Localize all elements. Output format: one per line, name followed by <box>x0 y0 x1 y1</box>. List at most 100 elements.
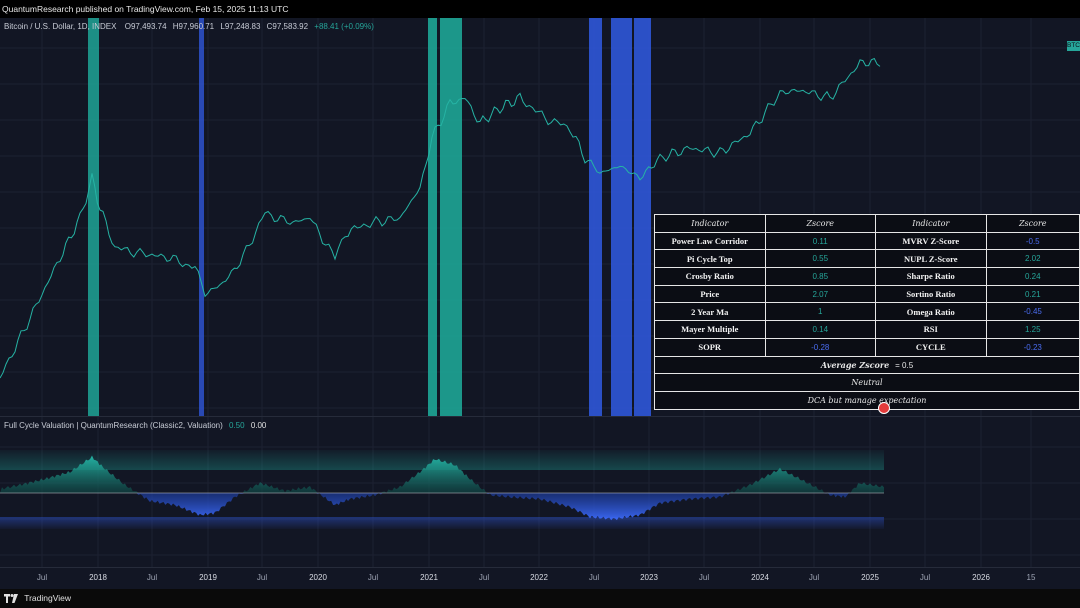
valuation-advice: DCA but manage expectation <box>654 390 1080 410</box>
zscore-value: -0.28 <box>764 337 876 357</box>
bottom-zone-band-2022c <box>634 18 651 416</box>
pane-divider[interactable] <box>0 416 1080 417</box>
header-indicator-1: Indicator <box>654 214 766 233</box>
table-row: Price 2.07 Sortino Ratio 0.21 <box>654 284 1080 304</box>
zscore-value: 0.55 <box>764 249 876 269</box>
bottom-zone-band-2022b <box>611 18 632 416</box>
table-row: Crosby Ratio 0.85 Sharpe Ratio 0.24 <box>654 267 1080 286</box>
footer-bar: TradingView <box>0 589 1080 608</box>
time-tick: 2018 <box>89 573 107 582</box>
time-tick: 15 <box>1026 573 1036 582</box>
average-zscore-label: Average Zscore <box>820 359 890 370</box>
zscore-value: 1 <box>764 302 876 322</box>
valuation-state: Neutral <box>654 373 1080 392</box>
open-value: O97,493.74 <box>124 22 167 31</box>
price-series-line <box>0 57 881 379</box>
header-indicator-2: Indicator <box>875 214 987 233</box>
time-tick: Jul <box>367 573 379 582</box>
indicator-name: Price <box>654 284 766 304</box>
indicator-legend[interactable]: Full Cycle Valuation | QuantumResearch (… <box>4 421 266 430</box>
average-zscore-value: = 0.5 <box>895 360 914 370</box>
indicator-value-1: 0.50 <box>229 421 245 430</box>
time-tick: Jul <box>478 573 490 582</box>
zscore-value: 0.11 <box>764 231 876 251</box>
publish-info: QuantumResearch published on TradingView… <box>2 4 289 14</box>
zscore-value: -0.5 <box>985 231 1080 251</box>
top-zone-band-2021b <box>440 18 462 416</box>
table-row: Power Law Corridor 0.11 MVRV Z-Score -0.… <box>654 231 1080 251</box>
time-tick: 2025 <box>861 573 879 582</box>
time-tick: 2023 <box>640 573 658 582</box>
time-tick: Jul <box>919 573 931 582</box>
indicator-name: Sortino Ratio <box>875 284 987 304</box>
indicator-grid <box>0 417 1080 567</box>
time-tick: 2021 <box>420 573 438 582</box>
indicator-name: MVRV Z-Score <box>875 231 987 251</box>
table-row: SOPR -0.28 CYCLE -0.23 <box>654 337 1080 357</box>
zscore-value: 0.21 <box>985 284 1080 304</box>
header-zscore-2: Zscore <box>985 214 1080 233</box>
indicator-name: Sharpe Ratio <box>875 267 987 286</box>
indicator-name: Mayer Multiple <box>654 320 766 339</box>
indicator-value-2: 0.00 <box>250 421 267 430</box>
average-row: Average Zscore = 0.5 <box>654 355 1080 375</box>
indicator-name: RSI <box>875 320 987 339</box>
zscore-value: 0.24 <box>985 267 1080 286</box>
symbol-name: Bitcoin / U.S. Dollar, 1D, INDEX <box>4 22 117 31</box>
advice-row: DCA but manage expectation <box>654 390 1080 410</box>
indicator-name: Power Law Corridor <box>654 231 766 251</box>
time-axis[interactable]: Jul 2018 Jul 2019 Jul 2020 Jul 2021 Jul … <box>0 567 1080 590</box>
indicator-name: SOPR <box>654 337 766 357</box>
table-row: Pi Cycle Top 0.55 NUPL Z-Score 2.02 <box>654 249 1080 269</box>
bottom-zone-band-2018 <box>199 18 204 416</box>
time-tick: Jul <box>808 573 820 582</box>
top-zone-band-2018 <box>88 18 99 416</box>
top-zone-band-2021a <box>428 18 437 416</box>
time-tick: 2019 <box>199 573 217 582</box>
indicator-chart <box>0 417 1080 567</box>
bottom-zone-band-2022a <box>589 18 602 416</box>
high-value: H97,960.71 <box>172 22 215 31</box>
time-tick: Jul <box>36 573 48 582</box>
time-tick: 2022 <box>530 573 548 582</box>
time-tick: Jul <box>698 573 710 582</box>
footer-brand: TradingView <box>24 593 71 603</box>
valuation-table: Indicator Zscore Indicator Zscore Power … <box>654 214 1080 410</box>
indicator-pane[interactable]: Full Cycle Valuation | QuantumResearch (… <box>0 417 1080 567</box>
time-tick: Jul <box>256 573 268 582</box>
zscore-value: 1.25 <box>985 320 1080 339</box>
time-tick: Jul <box>146 573 158 582</box>
close-value: C97,583.92 <box>266 22 309 31</box>
publish-bar: QuantumResearch published on TradingView… <box>0 0 1080 18</box>
table-row: Mayer Multiple 0.14 RSI 1.25 <box>654 320 1080 339</box>
zscore-value: 2.07 <box>764 284 876 304</box>
zscore-value: -0.23 <box>985 337 1080 357</box>
tradingview-logo-icon <box>4 594 18 604</box>
time-tick: Jul <box>588 573 600 582</box>
indicator-name: 2 Year Ma <box>654 302 766 322</box>
average-zscore-cell: Average Zscore = 0.5 <box>654 355 1080 375</box>
symbol-legend[interactable]: Bitcoin / U.S. Dollar, 1D, INDEX O97,493… <box>4 22 374 31</box>
zscore-value: 0.85 <box>764 267 876 286</box>
time-tick: 2026 <box>972 573 990 582</box>
change-value: +88.41 (+0.09%) <box>314 22 374 31</box>
time-tick: 2024 <box>751 573 769 582</box>
overvalued-band <box>0 450 884 470</box>
valuation-negative-area <box>0 493 884 521</box>
indicator-name: Omega Ratio <box>875 302 987 322</box>
indicator-name: CYCLE <box>875 337 987 357</box>
table-header-row: Indicator Zscore Indicator Zscore <box>654 214 1080 233</box>
alert-marker-icon[interactable] <box>878 402 890 414</box>
zscore-value: 2.02 <box>985 249 1080 269</box>
valuation-positive-area <box>0 455 884 493</box>
indicator-name: Full Cycle Valuation | QuantumResearch (… <box>4 421 223 430</box>
zscore-value: 0.14 <box>764 320 876 339</box>
header-zscore-1: Zscore <box>764 214 876 233</box>
indicator-name: Pi Cycle Top <box>654 249 766 269</box>
undervalued-band <box>0 517 884 529</box>
time-tick: 2020 <box>309 573 327 582</box>
price-scale-tag: BTC <box>1067 41 1080 51</box>
zscore-value: -0.45 <box>985 302 1080 322</box>
state-row: Neutral <box>654 373 1080 392</box>
low-value: L97,248.83 <box>220 22 261 31</box>
